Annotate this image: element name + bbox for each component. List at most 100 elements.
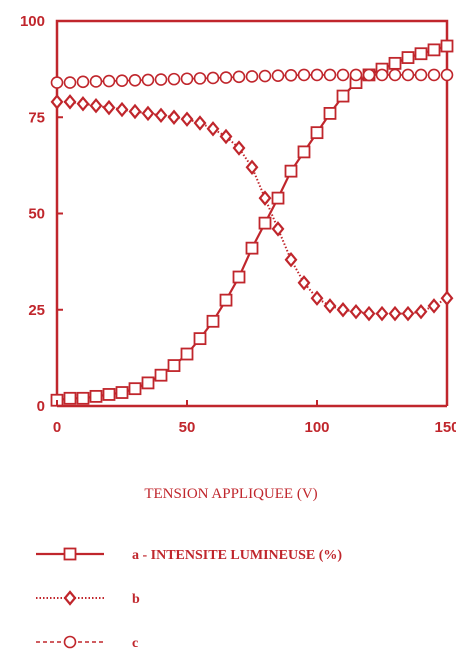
data-point: [63, 94, 77, 110]
data-point: [245, 70, 259, 83]
data-point: [89, 75, 103, 88]
data-point: [323, 107, 337, 120]
legend-marker: [63, 635, 77, 649]
data-point: [297, 68, 311, 82]
data-point: [414, 303, 428, 320]
data-point: [375, 305, 389, 322]
legend-label: c: [132, 636, 138, 651]
x-tick-label: 150: [434, 419, 456, 436]
data-point: [180, 72, 194, 86]
data-point: [297, 275, 311, 291]
data-point: [76, 75, 90, 89]
data-point: [388, 68, 402, 82]
data-point: [271, 221, 285, 237]
data-point: [375, 68, 389, 82]
legend: a - INTENSITE LUMINEUSE (%) b c: [36, 547, 342, 651]
data-point: [128, 382, 142, 396]
legend-entry: c: [36, 635, 138, 651]
data-point: [362, 68, 376, 82]
legend-label: b: [132, 592, 140, 607]
data-point: [284, 251, 298, 268]
y-tick-label: 50: [28, 206, 45, 223]
data-point: [89, 97, 103, 114]
data-point: [245, 241, 259, 255]
data-point: [180, 347, 194, 361]
y-tick-label: 0: [37, 398, 45, 415]
data-point: [336, 68, 350, 82]
data-point: [167, 109, 181, 125]
x-tick-label: 50: [179, 419, 196, 436]
data-point: [271, 191, 285, 205]
data-point: [219, 293, 233, 307]
data-point: [219, 128, 233, 145]
data-point: [401, 68, 415, 82]
data-point: [206, 71, 220, 85]
legend-marker: [63, 547, 77, 561]
series-layer: [50, 39, 454, 407]
data-point: [440, 68, 454, 82]
data-point: [193, 115, 207, 131]
data-point: [180, 111, 194, 127]
data-point: [206, 121, 220, 137]
series-line: [56, 44, 448, 402]
data-point: [141, 73, 155, 87]
data-point: [297, 145, 311, 159]
data-point: [258, 216, 272, 230]
data-point: [271, 69, 285, 82]
series-circle: [50, 68, 454, 89]
data-point: [232, 70, 246, 84]
data-point: [154, 73, 168, 86]
data-point: [414, 47, 428, 61]
data-point: [310, 68, 324, 82]
data-point: [167, 359, 181, 372]
y-tick-label: 75: [28, 109, 45, 126]
data-point: [141, 105, 155, 122]
data-point: [141, 376, 155, 390]
data-point: [206, 314, 220, 328]
data-point: [50, 76, 64, 89]
data-point: [440, 290, 454, 306]
data-point: [336, 302, 350, 318]
data-point: [193, 72, 207, 85]
data-point: [115, 386, 129, 399]
data-point: [63, 391, 77, 405]
data-point: [310, 126, 324, 140]
legend-label: a - INTENSITE LUMINEUSE (%): [132, 548, 342, 563]
legend-marker: [63, 590, 77, 606]
series-diamond: [50, 94, 454, 322]
data-point: [76, 391, 90, 405]
data-point: [167, 72, 181, 86]
data-point: [258, 190, 272, 206]
data-point: [128, 103, 142, 120]
legend-entry: b: [36, 590, 140, 607]
data-point: [219, 71, 233, 84]
data-point: [154, 107, 168, 124]
x-tick-label: 100: [304, 419, 329, 436]
data-point: [440, 39, 454, 53]
data-point: [89, 389, 103, 403]
data-point: [427, 68, 441, 82]
data-point: [50, 94, 64, 110]
axes: 0 25 50 75 100 0 50 100 150: [20, 13, 456, 436]
data-point: [349, 303, 363, 320]
data-point: [388, 56, 402, 70]
data-point: [232, 270, 246, 284]
data-point: [349, 68, 363, 82]
data-point: [76, 96, 90, 112]
data-point: [115, 101, 129, 118]
data-point: [427, 298, 441, 314]
data-point: [284, 68, 298, 82]
data-point: [362, 305, 376, 322]
data-point: [323, 68, 337, 82]
data-point: [284, 164, 298, 178]
data-point: [336, 89, 350, 103]
y-tick-label: 25: [28, 302, 45, 319]
data-point: [245, 159, 259, 176]
data-point: [102, 74, 116, 88]
data-point: [102, 388, 116, 401]
x-tick-label: 0: [53, 419, 61, 436]
legend-entry: a - INTENSITE LUMINEUSE (%): [36, 547, 342, 563]
data-point: [401, 51, 415, 64]
data-point: [427, 43, 441, 57]
